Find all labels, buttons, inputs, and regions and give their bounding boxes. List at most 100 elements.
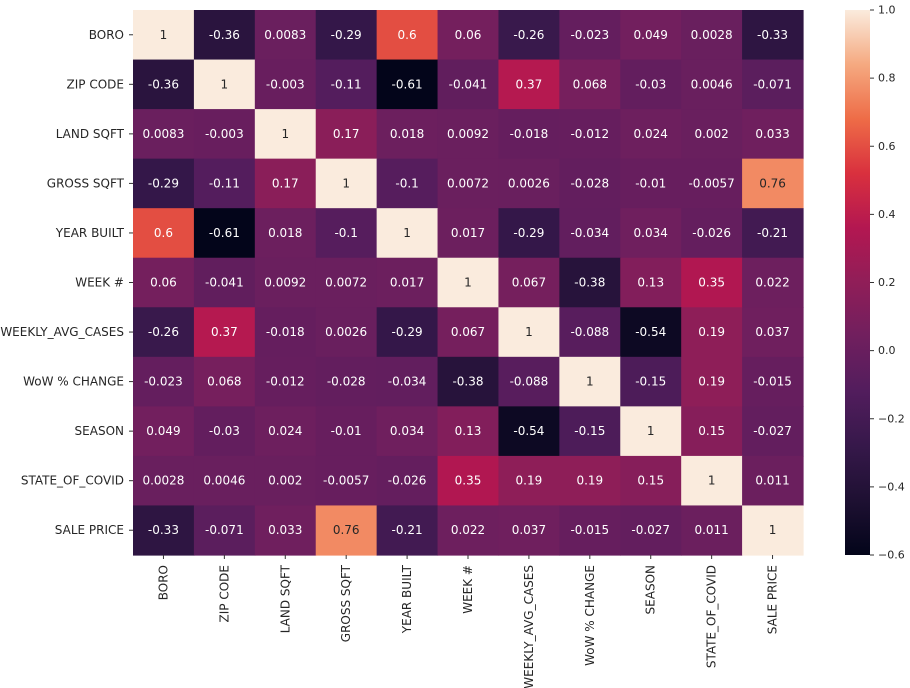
heatmap-cell-year-built-wow-change bbox=[559, 208, 621, 259]
heatmap-cell-label: 0.002 bbox=[694, 127, 728, 141]
heatmap-cell-land-sqft-zip-code bbox=[193, 109, 256, 160]
heatmap-cell-wow-change-season bbox=[620, 356, 682, 407]
heatmap-cell-label: -0.36 bbox=[148, 77, 179, 91]
heatmap-cell-wow-change-year-built bbox=[376, 356, 439, 407]
heatmap-cell-label: 1 bbox=[647, 424, 655, 438]
heatmap-cell-gross-sqft-land-sqft bbox=[254, 158, 317, 209]
y-tick-label: SALE PRICE bbox=[55, 523, 124, 537]
heatmap-cell-wow-change-gross-sqft bbox=[315, 356, 378, 407]
heatmap-cell-label: -0.012 bbox=[266, 375, 305, 389]
heatmap-cell-label: 0.022 bbox=[451, 523, 485, 537]
heatmap-cell-label: 0.0083 bbox=[142, 127, 184, 141]
heatmap-cell-label: 0.37 bbox=[516, 77, 543, 91]
y-tick-label: STATE_OF_COVID bbox=[21, 474, 124, 488]
x-tick-label: WEEKLY_AVG_CASES bbox=[522, 565, 536, 688]
heatmap-cell-year-built-season bbox=[620, 208, 682, 259]
heatmap-cell-land-sqft-sale-price bbox=[742, 109, 804, 160]
heatmap-cell-boro-land-sqft bbox=[254, 10, 317, 61]
heatmap-cell-sale-price-boro bbox=[133, 505, 195, 556]
heatmap-cell-label: -0.026 bbox=[388, 474, 427, 488]
heatmap-cell-label: 1 bbox=[281, 127, 289, 141]
heatmap-cell-boro-boro bbox=[133, 10, 195, 61]
heatmap-cell-zip-code-land-sqft bbox=[254, 59, 317, 110]
heatmap-cells bbox=[133, 10, 804, 556]
heatmap-cell-label: -0.1 bbox=[334, 226, 357, 240]
y-axis-tick-labels: BORO ZIP CODE LAND SQFT GROSS SQFT YEAR BUIL… bbox=[0, 28, 133, 537]
heatmap-cell-label: -0.01 bbox=[331, 424, 362, 438]
heatmap-cell-label: 0.13 bbox=[637, 276, 664, 290]
y-tick-label: BORO bbox=[89, 28, 124, 42]
heatmap-cell-week-boro bbox=[133, 257, 195, 308]
heatmap-cell-year-built-weekly-avg-cases bbox=[498, 208, 560, 259]
heatmap-cell-label: 0.049 bbox=[146, 424, 180, 438]
heatmap-cell-season-season bbox=[620, 406, 682, 457]
heatmap-cell-land-sqft-gross-sqft bbox=[315, 109, 378, 160]
heatmap-cell-year-built-zip-code bbox=[193, 208, 256, 259]
colorbar-tick-label: −0.4 bbox=[878, 480, 905, 493]
heatmap-cell-zip-code-sale-price bbox=[742, 59, 804, 110]
heatmap-cell-sale-price-state-of-covid bbox=[681, 505, 743, 556]
x-tick-label: STATE_OF_COVID bbox=[705, 565, 719, 668]
heatmap-cell-label: -0.023 bbox=[570, 28, 609, 42]
heatmap-cell-label: 0.76 bbox=[333, 523, 360, 537]
heatmap-cell-state-of-covid-wow-change bbox=[559, 455, 621, 507]
heatmap-cell-label: 1 bbox=[525, 325, 533, 339]
heatmap-cell-label: -0.38 bbox=[574, 276, 605, 290]
heatmap-cell-weekly-avg-cases-sale-price bbox=[742, 307, 804, 358]
heatmap-cell-label: -0.29 bbox=[331, 28, 362, 42]
heatmap-cell-label: -0.61 bbox=[392, 77, 423, 91]
heatmap-cell-boro-wow-change bbox=[559, 10, 621, 61]
heatmap-cell-label: 0.0026 bbox=[508, 176, 550, 190]
colorbar-tick-label: −0.2 bbox=[878, 412, 905, 425]
heatmap-cell-label: 0.17 bbox=[333, 127, 360, 141]
heatmap-cell-season-zip-code bbox=[193, 406, 256, 457]
heatmap-cell-label: -0.003 bbox=[266, 77, 305, 91]
heatmap-cell-label: 1 bbox=[708, 474, 716, 488]
heatmap-cell-label: -0.0057 bbox=[323, 474, 369, 488]
heatmap-cell-season-boro bbox=[133, 406, 195, 457]
heatmap-cell-label: 0.067 bbox=[451, 325, 485, 339]
heatmap-cell-label: -0.26 bbox=[513, 28, 544, 42]
heatmap-cell-year-built-gross-sqft bbox=[315, 208, 378, 259]
heatmap-cell-land-sqft-year-built bbox=[376, 109, 439, 160]
heatmap-cell-zip-code-week bbox=[437, 59, 500, 110]
heatmap-cell-week-weekly-avg-cases bbox=[498, 257, 560, 308]
heatmap-cell-label: 0.15 bbox=[698, 424, 725, 438]
heatmap-cell-boro-season bbox=[620, 10, 682, 61]
heatmap-cell-label: 0.0026 bbox=[325, 325, 367, 339]
heatmap-cell-label: 1 bbox=[221, 77, 229, 91]
heatmap-cell-land-sqft-land-sqft bbox=[254, 109, 317, 160]
heatmap-cell-label: -0.11 bbox=[209, 176, 240, 190]
heatmap-cell-label: 0.017 bbox=[390, 276, 424, 290]
heatmap-cell-week-land-sqft bbox=[254, 257, 317, 308]
heatmap-cell-season-state-of-covid bbox=[681, 406, 743, 457]
heatmap-cell-label: 0.19 bbox=[698, 375, 725, 389]
heatmap-cell-label: 0.011 bbox=[755, 474, 789, 488]
heatmap-cell-label: -0.36 bbox=[209, 28, 240, 42]
heatmap-cell-sale-price-weekly-avg-cases bbox=[498, 505, 560, 556]
y-tick-label: WEEKLY_AVG_CASES bbox=[0, 325, 124, 339]
heatmap-cell-boro-year-built bbox=[376, 10, 439, 61]
colorbar-tick-label: 0.2 bbox=[878, 276, 896, 289]
heatmap-cell-weekly-avg-cases-year-built bbox=[376, 307, 439, 358]
heatmap-cell-label: 1 bbox=[160, 28, 168, 42]
heatmap-cell-label: -0.012 bbox=[570, 127, 609, 141]
heatmap-cell-week-week bbox=[437, 257, 500, 308]
heatmap-cell-label: -0.21 bbox=[757, 226, 788, 240]
heatmap-cell-weekly-avg-cases-season bbox=[620, 307, 682, 358]
heatmap-cell-year-built-land-sqft bbox=[254, 208, 317, 259]
heatmap-cell-label: 0.06 bbox=[455, 28, 482, 42]
heatmap-cell-gross-sqft-year-built bbox=[376, 158, 439, 209]
heatmap-cell-wow-change-boro bbox=[133, 356, 195, 407]
heatmap-cell-label: -0.29 bbox=[392, 325, 423, 339]
x-tick-label: ZIP CODE bbox=[217, 565, 231, 622]
heatmap-cell-label: -0.071 bbox=[205, 523, 244, 537]
heatmap-cell-label: 0.6 bbox=[398, 28, 417, 42]
heatmap-cell-label: 0.067 bbox=[512, 276, 546, 290]
heatmap-cell-year-built-boro bbox=[133, 208, 195, 259]
heatmap-cell-state-of-covid-boro bbox=[133, 455, 195, 507]
heatmap-cell-label: 1 bbox=[464, 276, 472, 290]
heatmap-cell-sale-price-sale-price bbox=[742, 505, 804, 556]
colorbar-tick-label: −0.6 bbox=[878, 549, 905, 562]
heatmap-cell-weekly-avg-cases-boro bbox=[133, 307, 195, 358]
